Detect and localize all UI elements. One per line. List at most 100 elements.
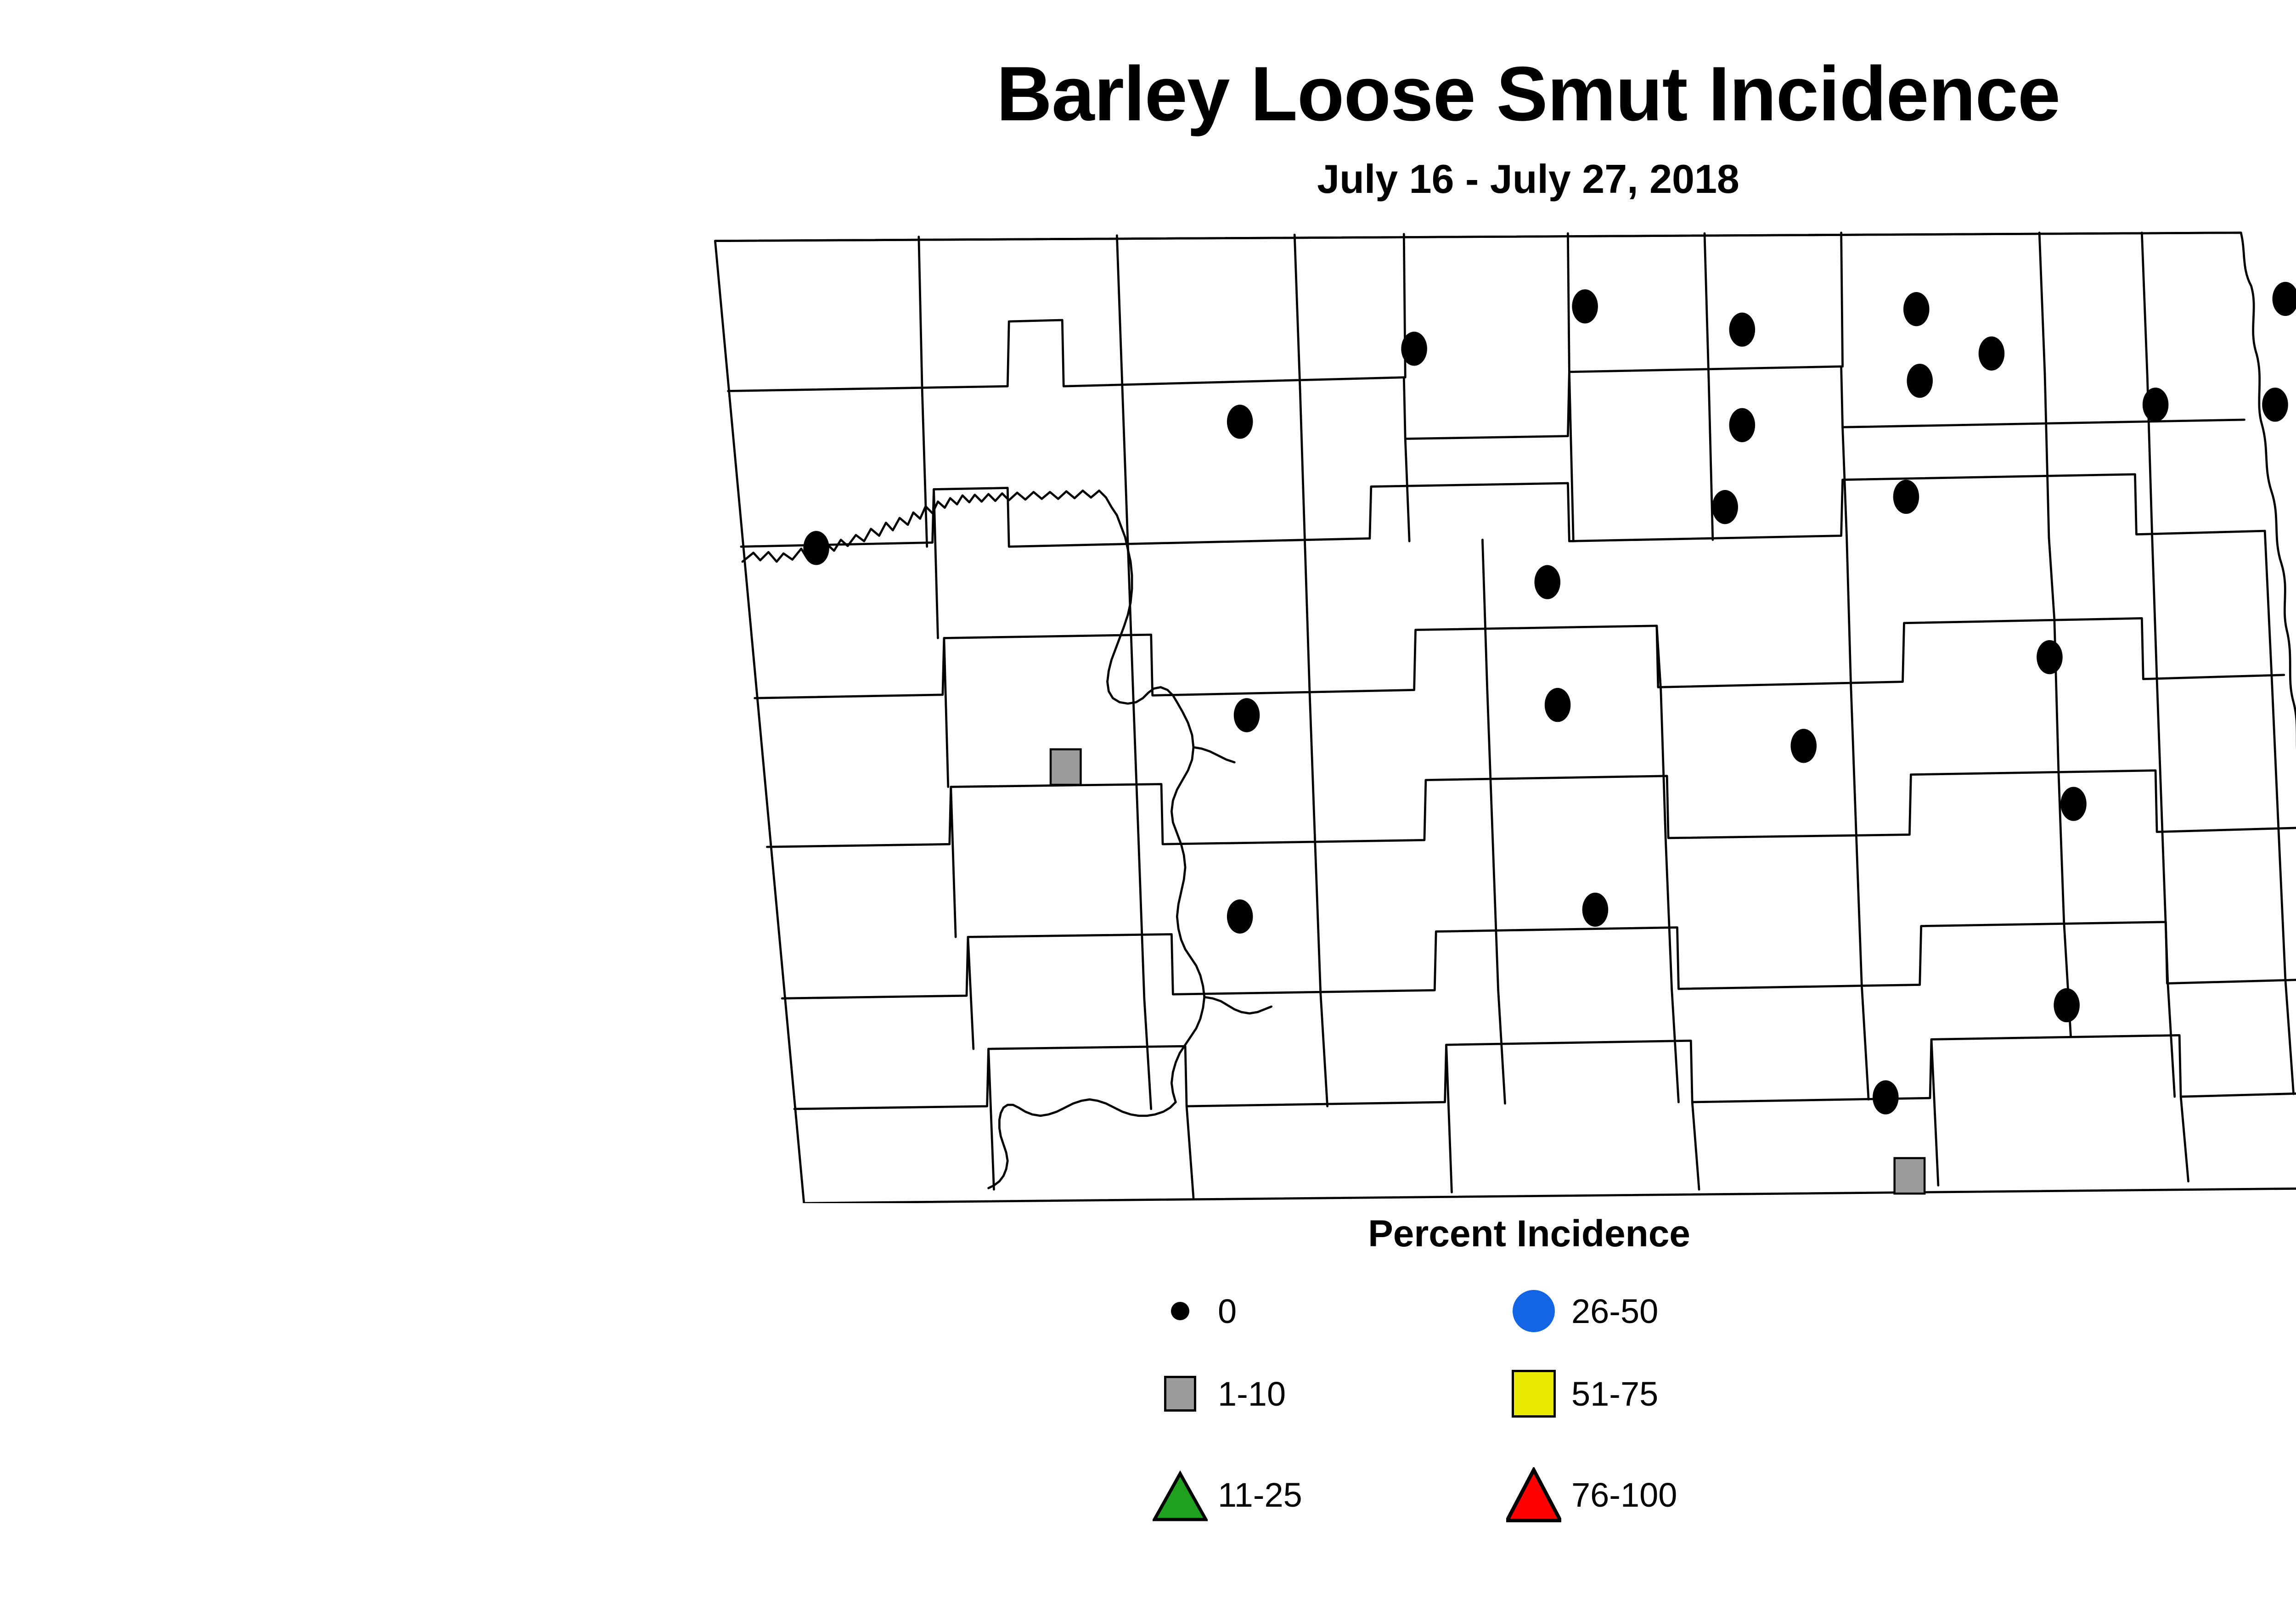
v-line-e9	[2277, 828, 2287, 980]
v-line-f6	[1860, 984, 1870, 1101]
marker-0	[1572, 289, 1598, 324]
v-line-f2	[1143, 997, 1153, 1110]
legend-label: 1-10	[1218, 1374, 1286, 1413]
legend-item-26-50[interactable]: 26-50	[1506, 1281, 1658, 1341]
v-line-d2	[1132, 697, 1140, 848]
v-line-c8	[2151, 535, 2158, 681]
marker-0	[1893, 479, 1919, 514]
black-circle-icon	[1153, 1283, 1208, 1339]
marker-0	[1903, 292, 1930, 327]
v-line-d4	[1486, 689, 1494, 841]
legend-label: 26-50	[1571, 1292, 1659, 1330]
legend-grid: 0 1-10 11-25 26-50	[1093, 1281, 1965, 1557]
marker-0	[2272, 281, 2296, 316]
v-line-a1	[917, 236, 923, 392]
marker-0	[1907, 364, 1933, 398]
v-line-b1	[921, 390, 929, 548]
legend-label: 76-100	[1571, 1475, 1677, 1514]
legend-item-0[interactable]: 0	[1153, 1281, 1237, 1341]
v-line-e6	[1855, 833, 1863, 986]
v-line-a9	[2140, 231, 2149, 377]
v-line-e8	[2161, 831, 2169, 985]
legend-label: 0	[1218, 1292, 1237, 1330]
marker-0	[1790, 729, 1817, 763]
county-boundaries	[714, 231, 2296, 1203]
red-triangle-icon	[1506, 1467, 1561, 1522]
tier-line-4	[754, 617, 2285, 699]
cannonball-river	[1192, 746, 1236, 764]
blue-circle-icon	[1506, 1283, 1561, 1339]
v-line-g5	[1930, 1038, 1940, 1187]
v-line-b7	[1841, 426, 1848, 537]
legend-label: 11-25	[1218, 1475, 1302, 1514]
title-block: Barley Loose Smut Incidence July 16 - Ju…	[0, 0, 2296, 199]
heart-river	[1203, 996, 1272, 1015]
v-line-e4	[1491, 839, 1500, 991]
marker-0	[1544, 687, 1571, 722]
legend-title: Percent Incidence	[1368, 1213, 1690, 1255]
v-line-g3	[1445, 1043, 1453, 1193]
page-subtitle: July 16 - July 27, 2018	[1317, 156, 1739, 202]
v-line-c2	[1126, 543, 1135, 699]
north-dakota-map[interactable]	[680, 220, 2296, 1203]
marker-0	[1873, 1080, 1899, 1115]
missouri-river	[1170, 701, 1206, 1103]
green-triangle-icon	[1153, 1467, 1208, 1522]
marker-0	[1712, 490, 1738, 524]
v-line-e5	[1664, 837, 1673, 990]
incidence-markers[interactable]	[803, 281, 2296, 1195]
legend-item-11-25[interactable]: 11-25	[1153, 1465, 1302, 1525]
legend-item-1-10[interactable]: 1-10	[1153, 1364, 1286, 1424]
v-line-f1	[967, 936, 975, 1050]
v-line-e1	[950, 786, 957, 938]
v-line-f8	[2167, 982, 2176, 1098]
v-line-c6	[1846, 535, 1852, 683]
v-line-c4	[1481, 539, 1489, 691]
marker-0	[1233, 698, 1260, 732]
v-line-a2	[1115, 234, 1124, 391]
v-line-b2	[1121, 388, 1129, 545]
gray-square-icon	[1153, 1366, 1208, 1421]
marker-0	[2262, 388, 2288, 422]
v-line-d9	[2270, 675, 2280, 830]
v-line-b8	[2043, 372, 2050, 539]
v-line-e3	[1314, 841, 1322, 994]
tier-line-7	[793, 1034, 2296, 1110]
v-line-c5	[1655, 625, 1662, 691]
marker-0	[1729, 408, 1756, 442]
marker-0	[1227, 899, 1253, 934]
marker-0	[1978, 336, 2005, 371]
marker-0	[1534, 565, 1561, 599]
v-line-a7	[1840, 231, 1844, 368]
legend-label: 51-75	[1571, 1374, 1659, 1413]
marker-0	[1401, 332, 1427, 366]
marker-0	[2060, 787, 2087, 821]
v-line-e2	[1137, 845, 1146, 1000]
legend-item-76-100[interactable]: 76-100	[1506, 1465, 1677, 1525]
tier-line-1	[714, 231, 2242, 242]
v-line-b5	[1568, 371, 1575, 542]
legend-item-51-75[interactable]: 51-75	[1506, 1364, 1658, 1424]
lake-sakakawea-east	[1098, 490, 1178, 705]
v-line-g2	[1185, 1105, 1195, 1199]
tier-line-5	[766, 769, 2296, 848]
marker-0	[2054, 988, 2080, 1023]
marker-0	[1227, 405, 1253, 439]
v-line-a8	[2038, 231, 2046, 375]
tier-line-2	[727, 319, 2245, 440]
marker-0	[1582, 892, 1609, 927]
v-line-a3	[1293, 233, 1301, 390]
legend: Percent Incidence 0 1-10 11-25	[1093, 1212, 1965, 1557]
marker-0	[2037, 640, 2063, 675]
v-line-e7	[2057, 769, 2065, 923]
v-line-f5	[1671, 987, 1680, 1103]
v-line-b4	[1404, 438, 1411, 542]
v-line-d5	[1660, 689, 1667, 839]
v-line-g4	[1691, 1101, 1700, 1191]
v-line-c7	[2048, 536, 2056, 621]
v-line-b3	[1299, 388, 1306, 542]
v-line-d8	[2155, 678, 2164, 833]
v-line-f4	[1497, 989, 1506, 1105]
missouri-river-lower	[987, 1098, 1177, 1189]
v-line-a6	[1703, 232, 1710, 379]
